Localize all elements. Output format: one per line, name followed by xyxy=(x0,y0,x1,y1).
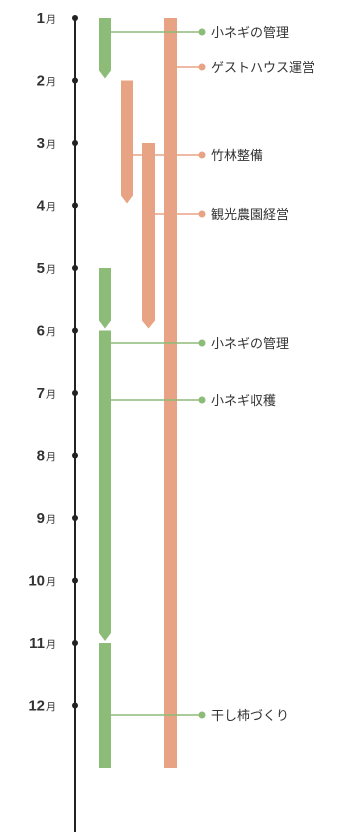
month-dot xyxy=(72,702,78,709)
month-number: 4 xyxy=(37,198,46,215)
month-number: 3 xyxy=(37,135,45,152)
month-dot xyxy=(72,640,78,646)
activity-label: 観光農園経営 xyxy=(211,208,289,223)
month-label: 11月 xyxy=(29,635,56,652)
bar-green-negi-1 xyxy=(99,18,111,79)
month-unit: 月 xyxy=(46,327,56,339)
month-number: 12 xyxy=(28,698,45,715)
activity-labels: 小ネギの管理ゲストハウス運営竹林整備観光農園経営小ネギの管理小ネギ収穫干し柿づく… xyxy=(111,26,315,724)
month-number: 9 xyxy=(37,510,45,527)
month-unit: 月 xyxy=(46,514,56,526)
activity-label: 干し柿づくり xyxy=(211,708,289,724)
month-dot xyxy=(72,577,78,584)
month-number: 8 xyxy=(37,448,45,465)
month-dot xyxy=(72,140,78,146)
month-number: 2 xyxy=(37,73,45,90)
activity-bars xyxy=(99,18,177,768)
month-label: 10月 xyxy=(28,573,56,590)
month-label: 1月 xyxy=(37,10,56,27)
month-unit: 月 xyxy=(46,452,56,464)
label-dot xyxy=(198,28,206,36)
bar-green-negi-2 xyxy=(99,268,111,329)
month-label: 7月 xyxy=(37,385,56,402)
month-label: 2月 xyxy=(37,73,56,90)
month-unit: 月 xyxy=(46,14,56,26)
activity-label: ゲストハウス運営 xyxy=(211,61,315,76)
month-dot xyxy=(72,452,78,459)
month-label: 8月 xyxy=(37,448,56,465)
label-dot xyxy=(198,339,206,347)
label-dot xyxy=(198,711,206,719)
bar-orange-bamboo xyxy=(121,80,133,204)
month-unit: 月 xyxy=(46,202,56,214)
month-number: 6 xyxy=(37,323,45,340)
month-dot xyxy=(72,327,78,334)
month-unit: 月 xyxy=(46,389,56,401)
month-label: 3月 xyxy=(37,135,56,152)
month-dot xyxy=(72,202,78,209)
label-dot xyxy=(198,63,206,71)
month-number: 1 xyxy=(37,10,45,27)
month-unit: 月 xyxy=(46,264,56,276)
activity-label: 小ネギの管理 xyxy=(211,337,289,352)
activity-label: 小ネギ収穫 xyxy=(211,394,276,409)
month-number: 10 xyxy=(28,573,45,590)
month-dot xyxy=(72,390,78,396)
month-label: 6月 xyxy=(37,323,56,340)
month-unit: 月 xyxy=(46,77,56,89)
month-dot xyxy=(72,265,78,271)
month-unit: 月 xyxy=(46,577,56,589)
month-label: 9月 xyxy=(37,510,56,527)
label-dot xyxy=(198,396,206,404)
activity-label: 竹林整備 xyxy=(211,148,263,164)
label-dot xyxy=(198,151,206,159)
activity-label: 小ネギの管理 xyxy=(211,26,289,41)
month-number: 7 xyxy=(37,385,45,402)
bar-orange-farm xyxy=(142,143,155,329)
month-dot xyxy=(72,515,78,521)
month-unit: 月 xyxy=(46,139,56,151)
month-dot xyxy=(72,15,78,21)
month-unit: 月 xyxy=(46,639,56,651)
month-label: 5月 xyxy=(37,260,56,277)
month-number: 5 xyxy=(37,260,45,277)
month-label: 12月 xyxy=(28,698,56,715)
bar-green-negi-3 xyxy=(99,330,111,641)
bar-orange-guesthouse xyxy=(164,18,177,768)
month-dot xyxy=(72,77,78,84)
label-dot xyxy=(198,210,206,218)
month-label: 4月 xyxy=(37,198,56,215)
bar-green-kaki xyxy=(99,643,111,768)
month-number: 11 xyxy=(29,635,45,652)
month-unit: 月 xyxy=(46,702,56,714)
